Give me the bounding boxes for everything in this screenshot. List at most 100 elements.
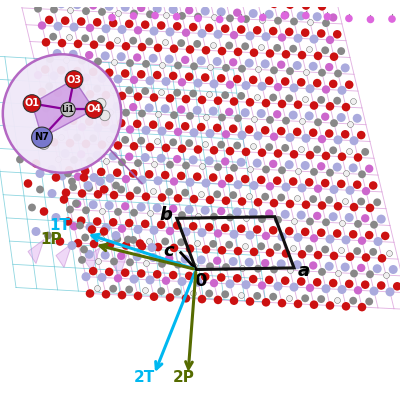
Point <box>223 65 229 71</box>
Point <box>323 20 329 27</box>
Text: c: c <box>164 242 174 260</box>
Point <box>123 242 129 249</box>
Point <box>343 170 349 177</box>
Point <box>259 216 265 222</box>
Point <box>318 163 324 170</box>
Point <box>306 179 312 186</box>
Point <box>366 166 372 172</box>
Point <box>335 269 341 276</box>
Point <box>194 173 200 180</box>
Point <box>67 140 73 146</box>
Point <box>243 215 249 222</box>
Point <box>75 41 81 47</box>
Point <box>150 55 156 61</box>
Polygon shape <box>32 80 74 110</box>
Point <box>143 193 149 200</box>
Point <box>235 181 241 188</box>
Point <box>111 59 117 66</box>
Point <box>115 76 121 83</box>
Point <box>375 238 381 245</box>
Point <box>346 148 352 154</box>
Point <box>278 194 284 201</box>
Point <box>186 273 192 279</box>
Point <box>49 190 55 197</box>
Point <box>214 191 220 198</box>
Point <box>111 258 117 265</box>
Point <box>51 139 57 146</box>
Point <box>319 269 325 275</box>
Point <box>87 24 93 31</box>
Text: O4: O4 <box>86 105 102 115</box>
Point <box>163 78 169 85</box>
Point <box>110 219 116 226</box>
Point <box>138 137 144 144</box>
Point <box>358 198 364 205</box>
Point <box>82 168 88 174</box>
Point <box>167 294 173 301</box>
Point <box>294 195 300 202</box>
Point <box>74 200 80 207</box>
Point <box>207 64 213 71</box>
Point <box>254 27 260 34</box>
Point <box>183 96 189 103</box>
Point <box>202 207 208 214</box>
Point <box>55 23 61 29</box>
Point <box>94 285 100 291</box>
Point <box>307 152 313 159</box>
Point <box>359 304 365 310</box>
Point <box>113 182 119 189</box>
Point <box>151 161 157 167</box>
Point <box>103 158 109 165</box>
Point <box>266 276 272 283</box>
Point <box>151 293 157 300</box>
Point <box>310 262 316 269</box>
Point <box>203 47 209 54</box>
Point <box>131 276 137 283</box>
Point <box>49 166 55 173</box>
Point <box>170 6 176 13</box>
Point <box>170 272 176 278</box>
Point <box>263 232 269 239</box>
Point <box>130 37 136 44</box>
Point <box>167 228 173 234</box>
Point <box>335 70 341 77</box>
Point <box>394 283 400 290</box>
Point <box>331 54 337 60</box>
Point <box>303 135 309 142</box>
Point <box>311 102 317 109</box>
Point <box>206 157 212 164</box>
Point <box>53 174 59 181</box>
Point <box>147 144 153 150</box>
Point <box>155 244 161 250</box>
Point <box>69 242 75 249</box>
Point <box>255 132 261 139</box>
Point <box>306 112 312 119</box>
Point <box>154 5 160 12</box>
Point <box>278 261 284 267</box>
Point <box>246 126 252 133</box>
Point <box>222 225 228 231</box>
Point <box>62 150 68 157</box>
Point <box>70 184 76 190</box>
Point <box>299 251 305 258</box>
Point <box>190 156 196 163</box>
Point <box>230 125 236 132</box>
Point <box>166 255 172 261</box>
Point <box>89 226 95 233</box>
Point <box>119 225 125 232</box>
Point <box>339 87 345 94</box>
Point <box>298 278 304 285</box>
Point <box>215 230 221 237</box>
Point <box>122 70 128 77</box>
Point <box>202 273 208 280</box>
Point <box>247 99 253 106</box>
Point <box>318 30 324 37</box>
Point <box>186 206 192 213</box>
Point <box>135 160 141 166</box>
Point <box>331 186 337 193</box>
Point <box>50 100 56 106</box>
Point <box>63 56 69 63</box>
Point <box>254 93 260 100</box>
Point <box>86 251 92 258</box>
Point <box>230 192 236 198</box>
